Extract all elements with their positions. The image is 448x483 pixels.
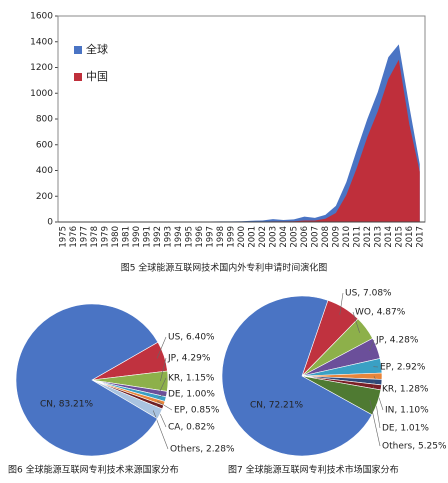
leader-line — [160, 357, 167, 382]
data-label: JP, 4.29% — [167, 354, 211, 364]
x-tick-label: 2011 — [352, 226, 362, 248]
x-tick-label: 1992 — [153, 226, 163, 248]
y-tick-label: 600 — [36, 140, 53, 150]
data-label: KR, 1.15% — [168, 374, 215, 384]
x-tick-label: 2013 — [373, 226, 383, 248]
x-tick-label: 1991 — [143, 226, 153, 248]
x-tick-label: 1977 — [80, 226, 90, 248]
data-label: US, 7.08% — [345, 289, 392, 299]
y-tick-label: 800 — [36, 115, 53, 125]
x-tick-label: 2017 — [415, 226, 425, 248]
x-tick-label: 2003 — [268, 226, 278, 248]
x-tick-label: 2010 — [342, 226, 352, 248]
x-tick-label: 1980 — [111, 226, 121, 248]
leader-line — [158, 393, 167, 398]
x-tick-label: 2009 — [331, 226, 341, 248]
leader-line — [156, 336, 167, 359]
data-label: CA, 0.82% — [168, 423, 215, 433]
x-tick-label: 2006 — [300, 226, 310, 248]
x-tick-label: 1998 — [216, 226, 226, 248]
x-tick-label: 2004 — [279, 226, 289, 248]
leader-line — [339, 292, 344, 315]
x-tick-label: 2012 — [363, 226, 373, 248]
x-tick-label: 1981 — [122, 226, 132, 248]
legend-swatch — [74, 73, 82, 81]
x-tick-label: 1993 — [164, 226, 174, 248]
y-tick-label: 400 — [36, 166, 53, 176]
data-label: EP, 2.92% — [380, 363, 426, 373]
y-tick-label: 1600 — [30, 12, 53, 22]
x-tick-label: 1996 — [195, 226, 205, 248]
data-label: CN, 83.21% — [40, 400, 94, 410]
data-label: Others, 5.25% — [382, 442, 447, 452]
x-tick-label: 2014 — [384, 226, 394, 248]
leader-line — [156, 400, 173, 411]
x-tick-label: 1995 — [185, 226, 195, 248]
leader-line — [369, 339, 375, 352]
data-label: Others, 2.28% — [170, 445, 235, 455]
y-tick-label: 1200 — [30, 63, 53, 73]
caption: 图5 全球能源互联网技术国内外专利申请时间演化图 — [121, 262, 328, 274]
x-tick-label: 1990 — [132, 226, 142, 248]
caption: 图6 全球能源互联网专利技术来源国家分布 — [8, 464, 179, 476]
x-tick-label: 2002 — [258, 226, 268, 248]
legend-label: 全球 — [86, 42, 108, 56]
y-tick-label: 1400 — [30, 37, 53, 47]
data-label: DE, 1.01% — [382, 424, 429, 434]
x-tick-label: 2007 — [310, 226, 320, 248]
leader-line — [152, 410, 169, 450]
x-tick-label: 1997 — [206, 226, 216, 248]
x-tick-label: 2008 — [321, 226, 331, 248]
data-label: IN, 1.10% — [385, 406, 429, 416]
x-tick-label: 2000 — [237, 226, 247, 248]
x-tick-label: 1979 — [101, 226, 111, 248]
x-tick-label: 1976 — [69, 226, 79, 248]
data-label: EP, 0.85% — [174, 406, 220, 416]
leader-line — [352, 311, 360, 333]
data-label: DE, 1.00% — [168, 390, 215, 400]
pie-slice — [15, 303, 159, 457]
x-tick-label: 1975 — [59, 226, 69, 248]
x-tick-label: 2005 — [289, 226, 299, 248]
data-label: JP, 4.28% — [375, 336, 419, 346]
y-tick-label: 0 — [47, 218, 53, 228]
y-tick-label: 200 — [36, 192, 53, 202]
x-tick-label: 2015 — [394, 226, 404, 248]
legend-label: 中国 — [86, 70, 108, 83]
x-tick-label: 2001 — [247, 226, 257, 248]
y-tick-label: 1000 — [30, 89, 53, 99]
x-tick-label: 2016 — [405, 226, 415, 248]
x-tick-label: 1978 — [90, 226, 100, 248]
data-label: US, 6.40% — [168, 333, 215, 343]
data-label: WO, 4.87% — [355, 308, 406, 318]
legend-swatch — [74, 46, 82, 54]
pie-slice — [221, 295, 373, 457]
x-tick-label: 1999 — [227, 226, 237, 248]
caption: 图7 全球能源互联网专利技术市场国家分布 — [228, 464, 399, 476]
data-label: KR, 1.28% — [382, 385, 429, 395]
leader-line — [369, 399, 381, 447]
leader-line — [158, 377, 167, 393]
data-label: CN, 72.21% — [250, 401, 304, 411]
x-tick-label: 1994 — [174, 226, 184, 248]
area — [63, 59, 420, 223]
